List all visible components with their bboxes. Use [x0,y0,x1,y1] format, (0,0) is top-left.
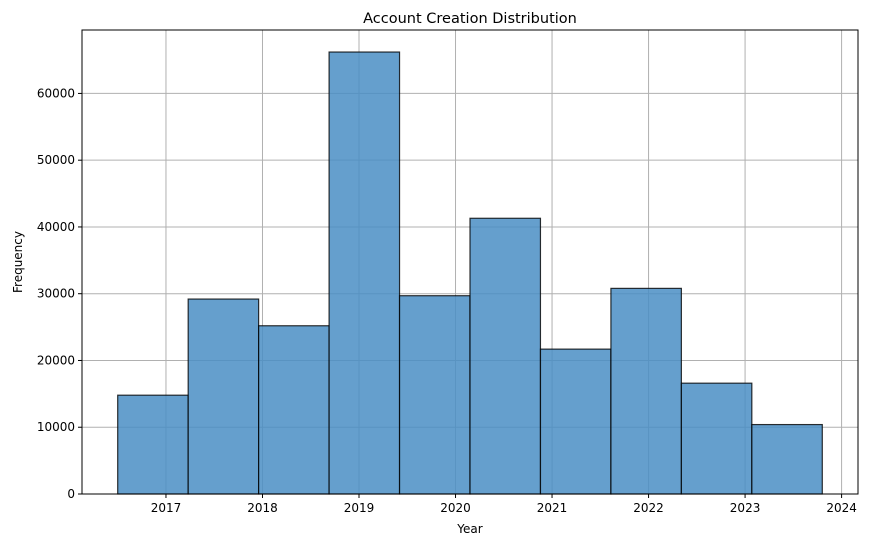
y-tick-label: 50000 [37,153,75,167]
bars [117,51,823,495]
x-tick-label: 2022 [633,501,664,515]
y-tick-label: 30000 [37,287,75,301]
x-axis-label: Year [456,522,482,536]
y-tick-label: 60000 [37,86,75,100]
histogram-bar [328,51,401,495]
plot-frame [81,29,859,495]
histogram-bar [187,298,260,495]
x-tick-label: 2019 [344,501,375,515]
histogram-bar [539,348,612,495]
histogram-bar [610,287,682,495]
x-tick-label: 2018 [247,501,278,515]
x-tick-label: 2021 [537,501,568,515]
y-axis-ticks: 0 10000 20000 30000 40000 50000 60000 [37,86,82,501]
x-axis-ticks: 2017 2018 2019 2020 2021 2022 2023 2024 [151,494,857,515]
x-tick-label: 2017 [151,501,182,515]
histogram-bar [258,325,330,495]
y-tick-label: 0 [67,487,75,501]
y-tick-label: 40000 [37,220,75,234]
histogram-bar [680,382,753,495]
histogram-bar [117,394,189,495]
y-tick-label: 20000 [37,353,75,367]
y-tick-label: 10000 [37,420,75,434]
chart-title: Account Creation Distribution [363,11,577,27]
y-axis-label: Frequency [11,231,25,293]
x-tick-label: 2024 [826,501,857,515]
histogram-bar [398,295,471,495]
histogram-bar [751,423,823,495]
histogram-bar [469,217,542,495]
x-tick-label: 2023 [730,501,761,515]
x-tick-label: 2020 [440,501,471,515]
